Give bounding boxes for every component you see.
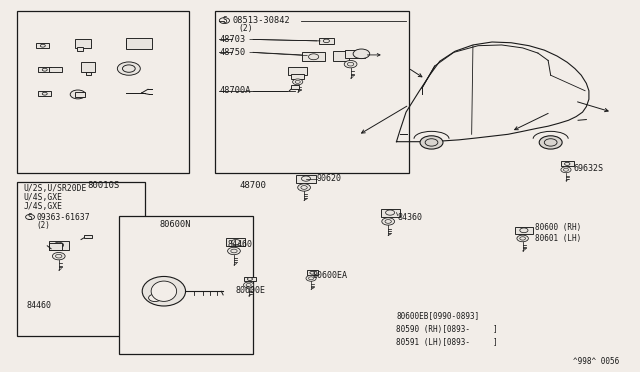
Ellipse shape bbox=[142, 276, 186, 306]
Circle shape bbox=[52, 253, 65, 260]
Text: 08513-30842: 08513-30842 bbox=[232, 16, 290, 25]
Text: (2): (2) bbox=[36, 221, 51, 230]
Circle shape bbox=[306, 275, 316, 281]
Circle shape bbox=[323, 39, 330, 43]
Circle shape bbox=[308, 54, 319, 60]
Circle shape bbox=[70, 90, 86, 99]
Circle shape bbox=[244, 282, 253, 288]
Bar bbox=[81, 62, 95, 72]
Text: 80591 (LH)[0893-     ]: 80591 (LH)[0893- ] bbox=[396, 339, 498, 347]
Circle shape bbox=[292, 79, 303, 85]
Bar bbox=[38, 67, 51, 72]
Circle shape bbox=[248, 278, 252, 280]
Text: (2): (2) bbox=[239, 24, 253, 33]
Circle shape bbox=[228, 247, 241, 255]
Text: 80600N: 80600N bbox=[159, 220, 191, 229]
Bar bbox=[75, 92, 85, 97]
Bar bbox=[86, 71, 92, 75]
Circle shape bbox=[54, 242, 63, 248]
Bar bbox=[49, 243, 62, 250]
Circle shape bbox=[564, 162, 570, 166]
Circle shape bbox=[353, 49, 370, 59]
Text: 84460: 84460 bbox=[27, 301, 52, 311]
Text: 09363-61637: 09363-61637 bbox=[36, 212, 90, 221]
Bar bbox=[36, 43, 49, 48]
Bar bbox=[126, 40, 150, 48]
Bar bbox=[515, 227, 533, 234]
Circle shape bbox=[122, 65, 135, 72]
Bar bbox=[119, 215, 253, 354]
Circle shape bbox=[540, 136, 562, 149]
Text: 69632S: 69632S bbox=[573, 164, 604, 173]
Bar bbox=[346, 50, 365, 58]
Bar bbox=[77, 47, 83, 51]
Circle shape bbox=[520, 228, 528, 232]
Text: 80600 (RH): 80600 (RH) bbox=[536, 223, 582, 232]
Text: S: S bbox=[28, 212, 33, 221]
Circle shape bbox=[134, 41, 143, 46]
Bar bbox=[288, 67, 307, 75]
Circle shape bbox=[382, 218, 394, 225]
Bar bbox=[49, 241, 69, 250]
Bar bbox=[49, 67, 62, 72]
Bar bbox=[215, 11, 409, 173]
Text: 80600E: 80600E bbox=[236, 286, 266, 295]
Bar bbox=[319, 38, 334, 44]
Text: S: S bbox=[222, 16, 227, 25]
Circle shape bbox=[298, 184, 310, 191]
Text: 84360: 84360 bbox=[397, 213, 423, 222]
Bar bbox=[84, 235, 92, 238]
Bar bbox=[227, 238, 246, 246]
Text: 84460: 84460 bbox=[228, 240, 253, 249]
Circle shape bbox=[148, 294, 161, 302]
Circle shape bbox=[517, 235, 529, 242]
Text: 48700: 48700 bbox=[239, 181, 266, 190]
Bar bbox=[17, 11, 189, 173]
Text: 80010S: 80010S bbox=[87, 181, 120, 190]
Bar bbox=[125, 38, 152, 49]
Text: ^998^ 0056: ^998^ 0056 bbox=[573, 357, 620, 366]
Circle shape bbox=[344, 61, 357, 68]
Circle shape bbox=[42, 68, 47, 71]
Bar bbox=[17, 182, 145, 336]
Text: 80601 (LH): 80601 (LH) bbox=[536, 234, 582, 243]
Circle shape bbox=[420, 136, 443, 149]
Circle shape bbox=[386, 210, 395, 215]
Text: 90620: 90620 bbox=[317, 174, 342, 183]
Circle shape bbox=[232, 240, 241, 245]
Bar bbox=[307, 270, 318, 275]
Bar bbox=[296, 174, 316, 183]
Circle shape bbox=[301, 176, 310, 181]
Bar bbox=[291, 74, 304, 79]
Text: 80600EA: 80600EA bbox=[312, 271, 348, 280]
Bar bbox=[303, 52, 324, 61]
Text: U/2S,U/SR20DE: U/2S,U/SR20DE bbox=[24, 185, 87, 193]
Bar bbox=[38, 91, 51, 96]
Bar bbox=[244, 277, 255, 282]
Circle shape bbox=[42, 92, 47, 95]
Text: 48700A: 48700A bbox=[220, 86, 251, 95]
Bar bbox=[333, 51, 349, 61]
Text: 48750: 48750 bbox=[220, 48, 246, 57]
Bar bbox=[561, 161, 573, 166]
Bar bbox=[75, 39, 91, 48]
Bar bbox=[381, 209, 399, 217]
Text: 48703: 48703 bbox=[220, 35, 246, 44]
Text: 80590 (RH)[0893-     ]: 80590 (RH)[0893- ] bbox=[396, 326, 498, 334]
Text: 80600EB[0990-0893]: 80600EB[0990-0893] bbox=[396, 311, 480, 320]
Circle shape bbox=[117, 62, 140, 75]
Circle shape bbox=[40, 44, 45, 47]
Ellipse shape bbox=[151, 281, 177, 301]
Text: J/4S,GXE: J/4S,GXE bbox=[24, 202, 63, 211]
Circle shape bbox=[561, 167, 571, 173]
Bar bbox=[291, 85, 299, 89]
Text: U/4S,GXE: U/4S,GXE bbox=[24, 193, 63, 202]
Circle shape bbox=[310, 271, 315, 274]
